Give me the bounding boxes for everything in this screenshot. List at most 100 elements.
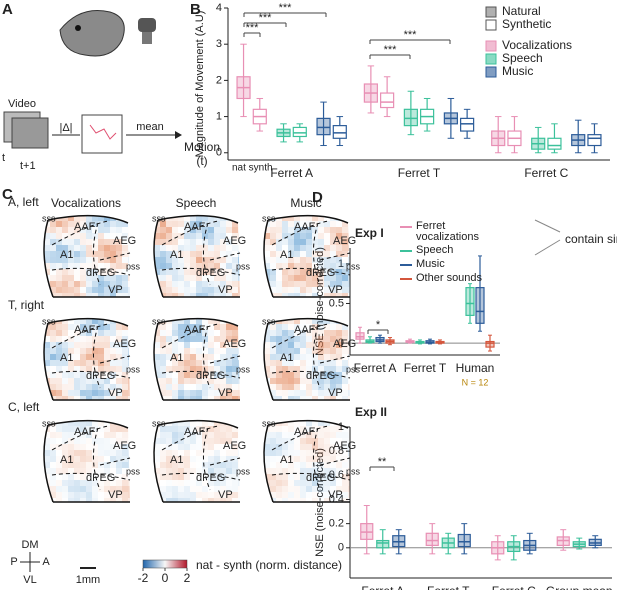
heatmap-cell bbox=[148, 227, 154, 233]
heatmap-cell bbox=[98, 420, 104, 426]
heatmap-cell bbox=[160, 360, 166, 366]
heatmap-cell bbox=[348, 324, 350, 330]
heatmap-cell bbox=[80, 263, 86, 269]
heatmap-cell bbox=[56, 336, 62, 342]
heatmap-cell bbox=[330, 330, 336, 336]
heatmap-cell bbox=[86, 275, 92, 281]
heatmap-cell bbox=[166, 227, 172, 233]
heatmap-cell bbox=[226, 432, 232, 438]
heatmap-cell bbox=[74, 420, 80, 426]
heatmap-cell bbox=[190, 318, 196, 324]
heatmap-cell bbox=[56, 372, 62, 378]
heatmap-cell bbox=[98, 233, 104, 239]
heatmap-cell bbox=[220, 462, 226, 468]
heatmap-cell bbox=[270, 372, 276, 378]
heatmap-cell bbox=[148, 269, 154, 275]
heatmap-cell bbox=[166, 293, 172, 297]
heatmap-cell bbox=[258, 330, 264, 336]
camera-stand bbox=[142, 32, 152, 44]
heatmap-cell bbox=[38, 233, 44, 239]
heatmap-cell bbox=[214, 215, 220, 221]
heatmap-cell bbox=[62, 450, 68, 456]
heatmap-cell bbox=[178, 384, 184, 390]
legend-label: Speech bbox=[416, 245, 454, 256]
heatmap-cell bbox=[342, 227, 348, 233]
heatmap-cell bbox=[336, 245, 342, 251]
legend-swatch bbox=[485, 40, 497, 52]
heatmap-cell bbox=[342, 492, 348, 498]
heatmap-cell bbox=[148, 336, 154, 342]
heatmap-cell bbox=[160, 426, 166, 432]
heatmap-cell bbox=[324, 269, 330, 275]
heatmap-cell bbox=[214, 239, 220, 245]
heatmap-cell bbox=[214, 468, 220, 474]
heatmap-cell bbox=[264, 498, 270, 502]
heatmap-cell bbox=[74, 318, 80, 324]
heatmap-cell bbox=[98, 354, 104, 360]
heatmap-cell bbox=[50, 456, 56, 462]
heatmap-cell bbox=[196, 498, 202, 504]
heatmap-cell bbox=[276, 486, 282, 492]
heatmap-cell bbox=[110, 450, 116, 456]
heatmap-cell bbox=[68, 462, 74, 468]
heatmap-cell bbox=[116, 384, 122, 390]
heatmap-cell bbox=[288, 215, 294, 221]
heatmap-cell bbox=[208, 468, 214, 474]
colorbar-tick-label: 0 bbox=[162, 571, 169, 585]
heatmap-cell bbox=[116, 366, 122, 372]
heatmap-cell bbox=[80, 492, 86, 498]
region-label: A1 bbox=[170, 454, 183, 466]
heatmap-cell bbox=[172, 444, 178, 450]
heatmap-cell bbox=[62, 330, 68, 336]
heatmap-cell bbox=[214, 257, 220, 263]
heatmap-cell bbox=[116, 221, 122, 227]
heatmap-cell bbox=[128, 227, 130, 233]
heatmap-cell bbox=[172, 245, 178, 251]
heatmap-cell bbox=[226, 293, 232, 297]
heatmap-cell bbox=[178, 251, 184, 257]
heatmap-cell bbox=[62, 384, 68, 390]
heatmap-cell bbox=[44, 342, 50, 348]
heatmap-cell bbox=[74, 486, 80, 492]
heatmap-cell bbox=[148, 239, 154, 245]
heatmap-cell bbox=[122, 390, 128, 396]
heatmap-cell bbox=[336, 330, 342, 336]
heatmap-cell bbox=[62, 432, 68, 438]
heatmap-cell bbox=[38, 360, 44, 366]
heatmap-cell bbox=[116, 354, 122, 360]
heatmap-cell bbox=[288, 336, 294, 342]
heatmap-cell bbox=[196, 239, 202, 245]
heatmap-cell bbox=[154, 390, 160, 396]
heatmap-cell bbox=[190, 324, 196, 330]
heatmap-cell bbox=[178, 438, 184, 444]
heatmap-cell bbox=[264, 450, 270, 456]
heatmap-cell bbox=[270, 486, 276, 492]
heatmap-cell bbox=[330, 336, 336, 342]
heatmap-cell bbox=[110, 432, 116, 438]
heatmap-cell bbox=[184, 281, 190, 287]
heatmap-cell bbox=[184, 227, 190, 233]
heatmap-cell bbox=[122, 426, 128, 432]
heatmap-cell bbox=[104, 269, 110, 275]
heatmap-cell bbox=[220, 366, 226, 372]
heatmap-cell bbox=[226, 390, 232, 396]
heatmap-cell bbox=[300, 293, 306, 297]
heatmap-cell bbox=[166, 444, 172, 450]
heatmap-cell bbox=[44, 366, 50, 372]
heatmap-cell bbox=[160, 227, 166, 233]
heatmap-cell bbox=[232, 360, 238, 366]
heatmap bbox=[264, 420, 350, 502]
heatmap-cell bbox=[166, 480, 172, 486]
heatmap-cell bbox=[148, 372, 154, 378]
heatmap-cell bbox=[288, 444, 294, 450]
heatmap-cell bbox=[86, 269, 92, 275]
heatmap-cell bbox=[324, 336, 330, 342]
heatmap-cell bbox=[74, 354, 80, 360]
heatmap-cell bbox=[184, 390, 190, 396]
heatmap-cell bbox=[294, 342, 300, 348]
heatmap-cell bbox=[56, 324, 62, 330]
heatmap-cell bbox=[324, 474, 330, 480]
heatmap-cell bbox=[208, 366, 214, 372]
heatmap-cell bbox=[220, 221, 226, 227]
heatmap-cell bbox=[80, 269, 86, 275]
